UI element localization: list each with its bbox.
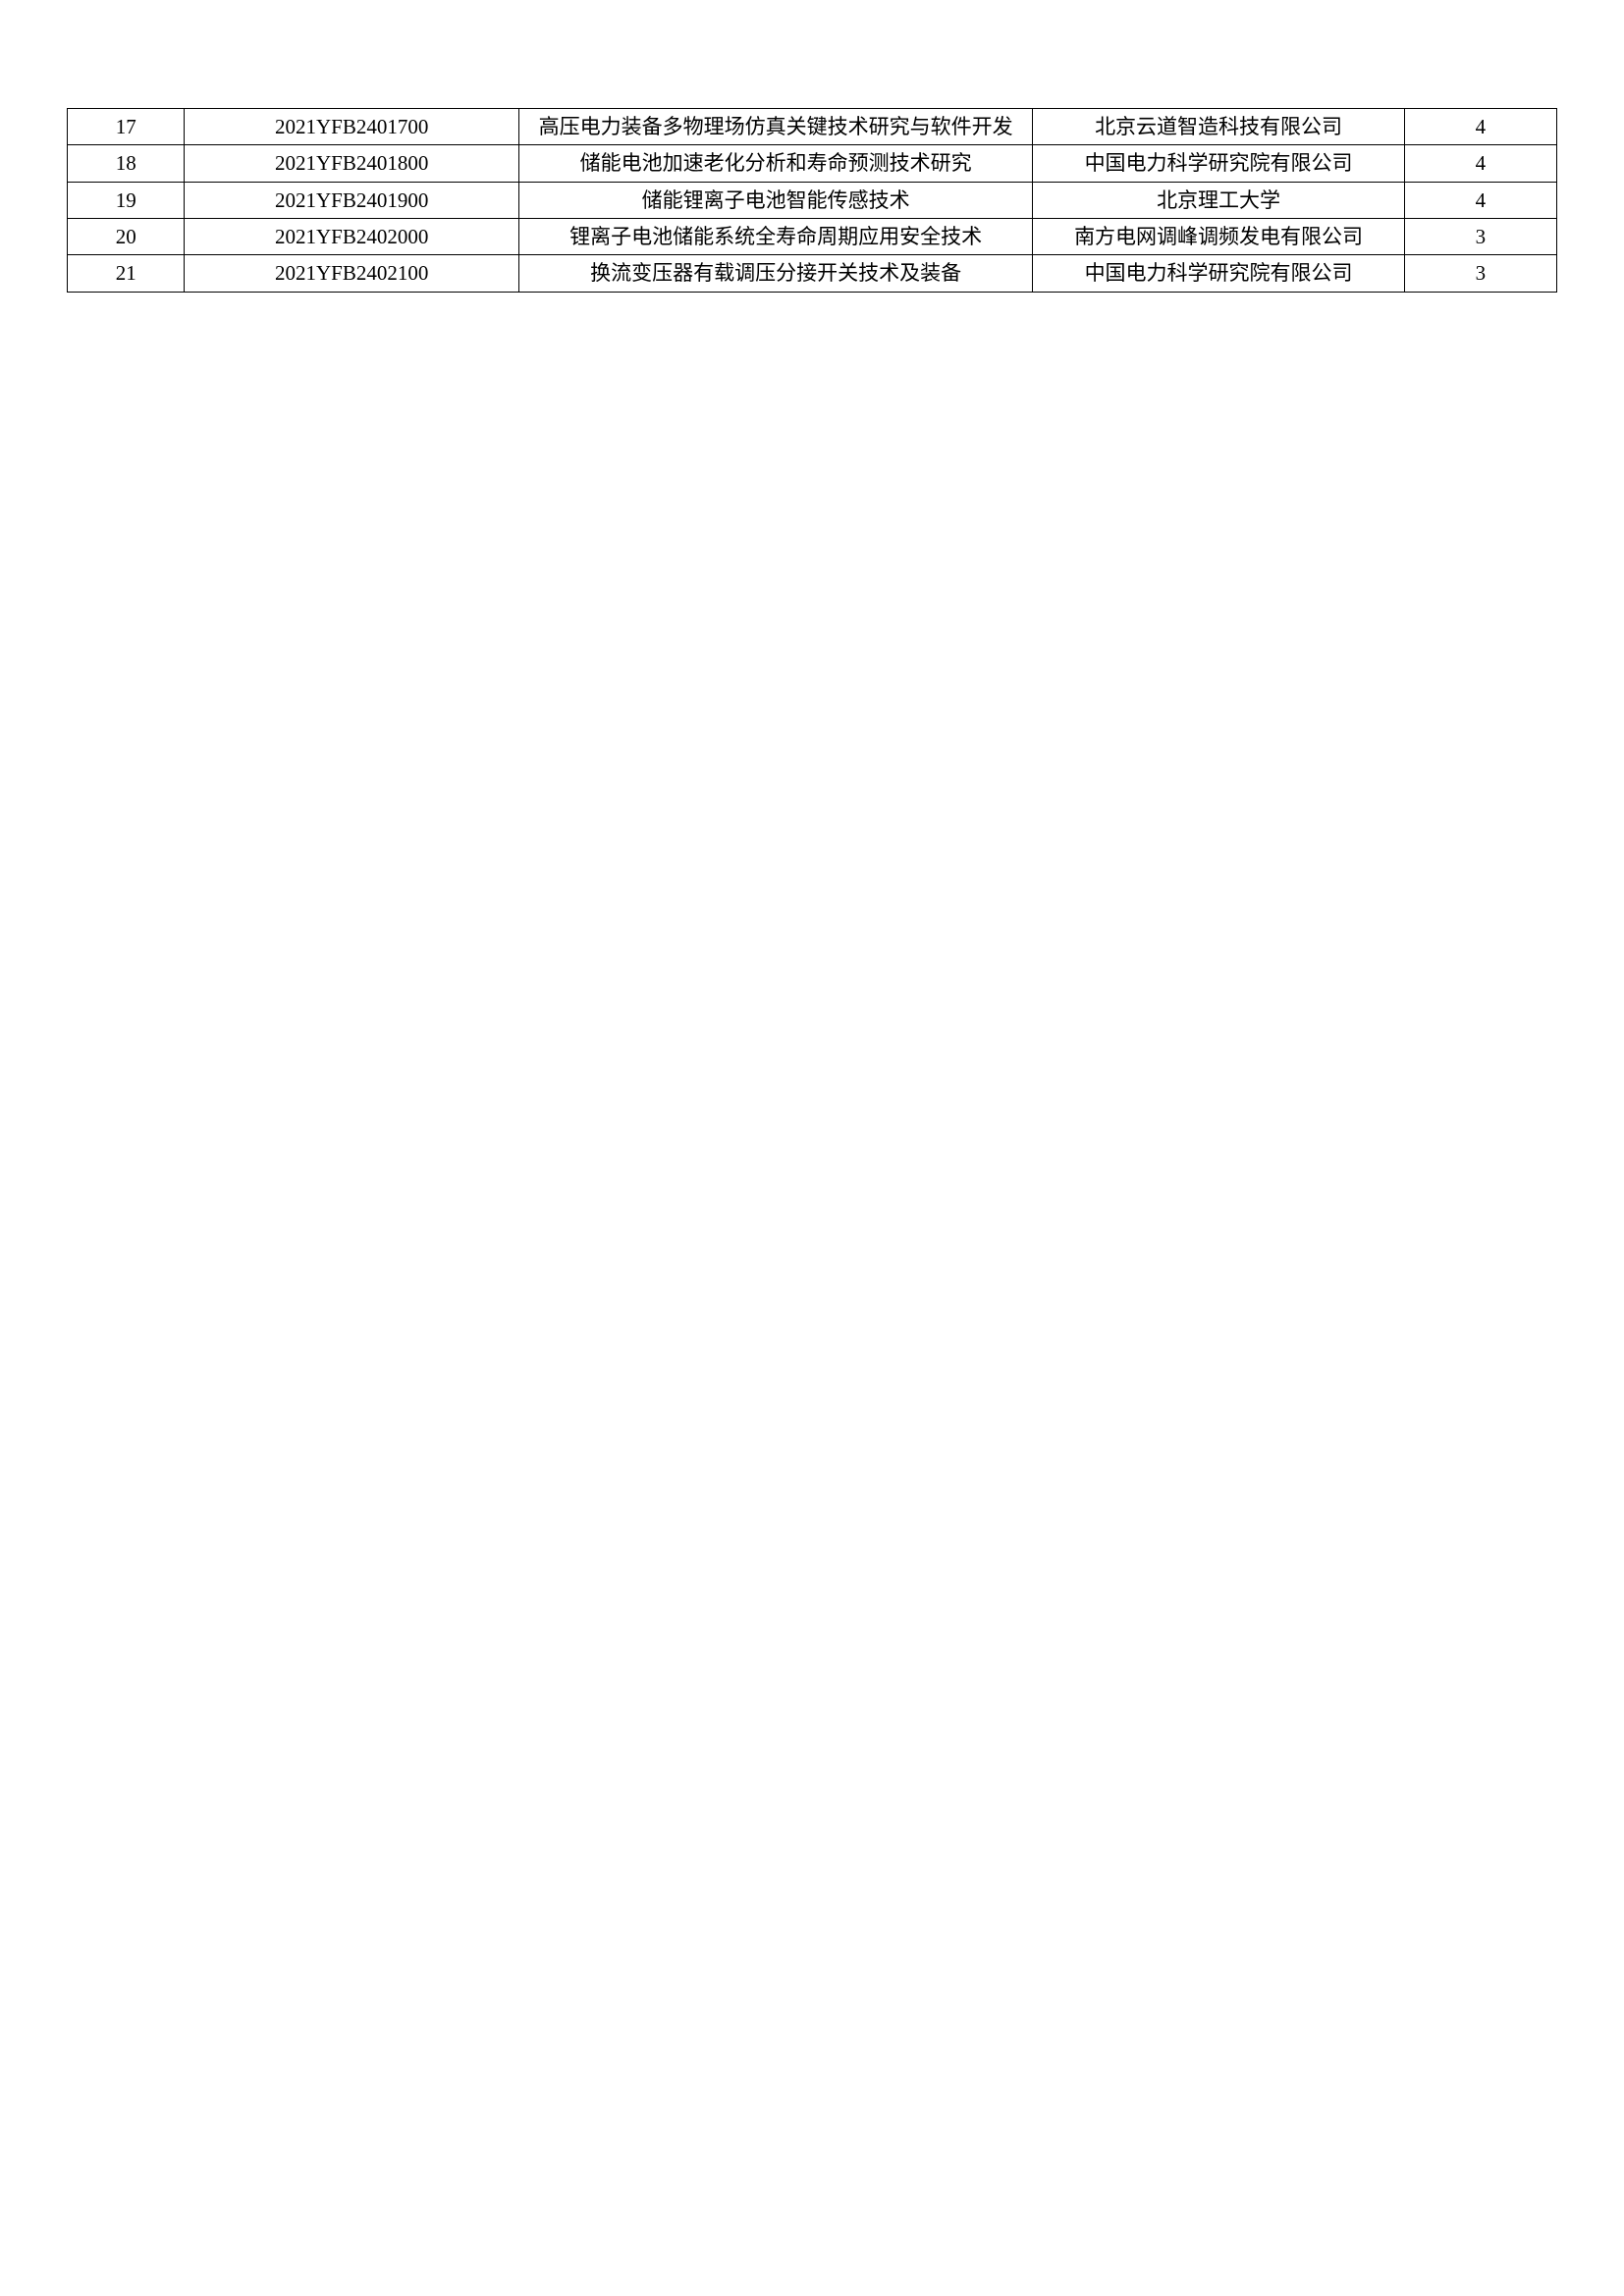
table-row: 18 2021YFB2401800 储能电池加速老化分析和寿命预测技术研究 中国… [68, 145, 1557, 182]
cell-index: 18 [68, 145, 185, 182]
table-row: 17 2021YFB2401700 高压电力装备多物理场仿真关键技术研究与软件开… [68, 109, 1557, 145]
cell-index: 20 [68, 219, 185, 255]
table-row: 21 2021YFB2402100 换流变压器有载调压分接开关技术及装备 中国电… [68, 255, 1557, 292]
cell-org: 南方电网调峰调频发电有限公司 [1033, 219, 1404, 255]
cell-num: 4 [1404, 182, 1556, 218]
cell-index: 19 [68, 182, 185, 218]
table-row: 20 2021YFB2402000 锂离子电池储能系统全寿命周期应用安全技术 南… [68, 219, 1557, 255]
cell-num: 3 [1404, 219, 1556, 255]
cell-org: 北京云道智造科技有限公司 [1033, 109, 1404, 145]
cell-code: 2021YFB2401900 [185, 182, 518, 218]
cell-code: 2021YFB2401800 [185, 145, 518, 182]
table-row: 19 2021YFB2401900 储能锂离子电池智能传感技术 北京理工大学 4 [68, 182, 1557, 218]
cell-org: 北京理工大学 [1033, 182, 1404, 218]
cell-title: 高压电力装备多物理场仿真关键技术研究与软件开发 [518, 109, 1033, 145]
page-container: 17 2021YFB2401700 高压电力装备多物理场仿真关键技术研究与软件开… [0, 0, 1624, 293]
data-table: 17 2021YFB2401700 高压电力装备多物理场仿真关键技术研究与软件开… [67, 108, 1557, 293]
cell-num: 3 [1404, 255, 1556, 292]
table-body: 17 2021YFB2401700 高压电力装备多物理场仿真关键技术研究与软件开… [68, 109, 1557, 293]
cell-title: 储能锂离子电池智能传感技术 [518, 182, 1033, 218]
cell-code: 2021YFB2402000 [185, 219, 518, 255]
cell-index: 21 [68, 255, 185, 292]
cell-title: 换流变压器有载调压分接开关技术及装备 [518, 255, 1033, 292]
cell-num: 4 [1404, 109, 1556, 145]
cell-num: 4 [1404, 145, 1556, 182]
cell-code: 2021YFB2402100 [185, 255, 518, 292]
cell-org: 中国电力科学研究院有限公司 [1033, 145, 1404, 182]
cell-title: 锂离子电池储能系统全寿命周期应用安全技术 [518, 219, 1033, 255]
cell-title: 储能电池加速老化分析和寿命预测技术研究 [518, 145, 1033, 182]
cell-code: 2021YFB2401700 [185, 109, 518, 145]
cell-org: 中国电力科学研究院有限公司 [1033, 255, 1404, 292]
cell-index: 17 [68, 109, 185, 145]
